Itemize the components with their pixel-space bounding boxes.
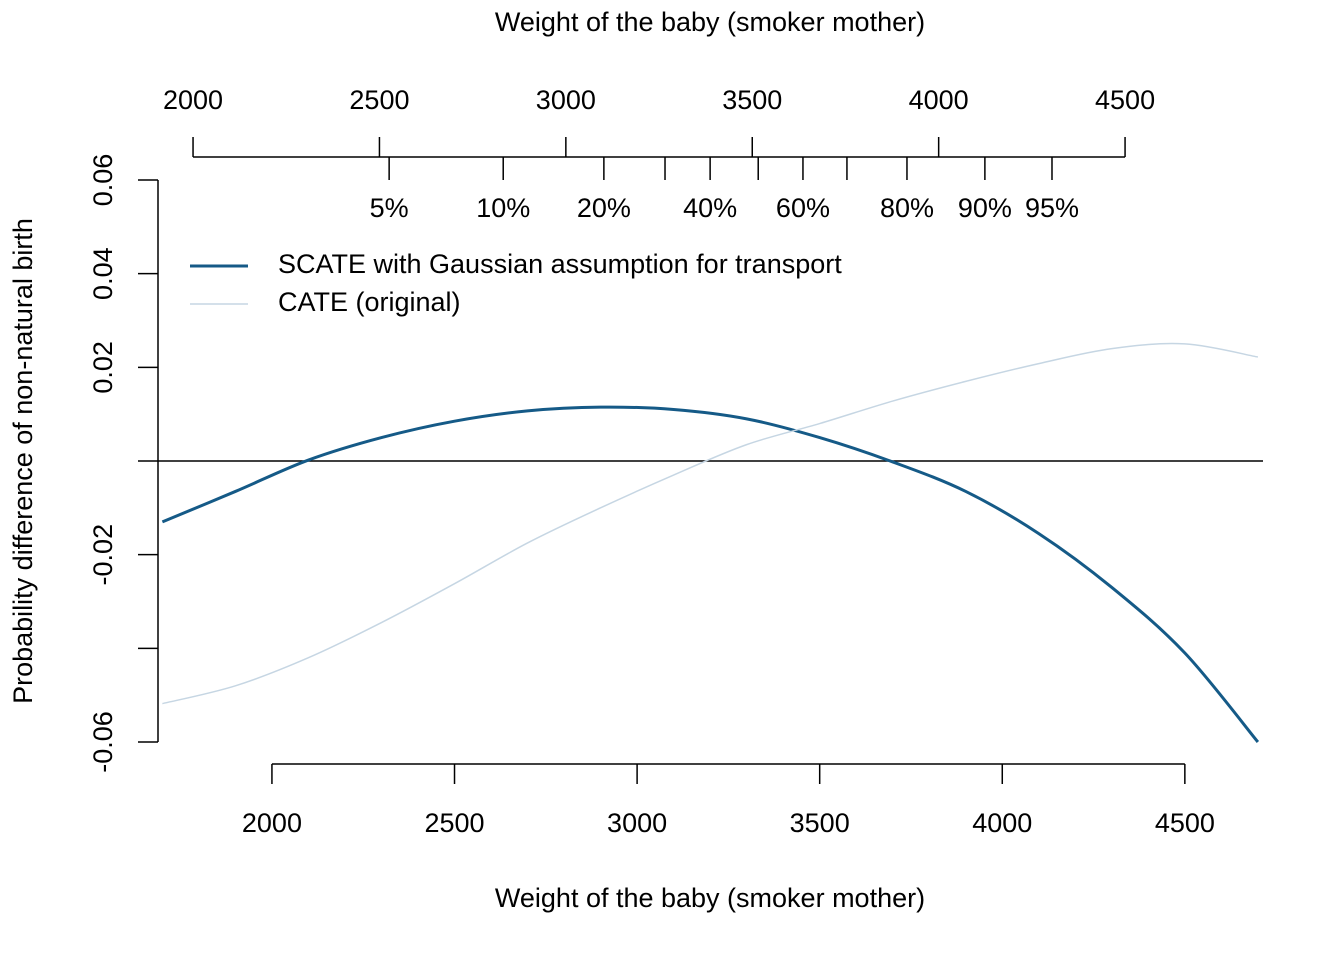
x-tick-label: 4000 bbox=[972, 808, 1032, 838]
quantile-label: 80% bbox=[880, 193, 934, 223]
x-tick-label: 2000 bbox=[242, 808, 302, 838]
x2-tick-label: 2000 bbox=[163, 85, 223, 115]
quantile-label: 10% bbox=[476, 193, 530, 223]
x-tick-label: 3500 bbox=[790, 808, 850, 838]
quantile-label: 90% bbox=[958, 193, 1012, 223]
x-tick-label: 4500 bbox=[1155, 808, 1215, 838]
x2-axis-title: Weight of the baby (smoker mother) bbox=[495, 7, 925, 37]
x2-tick-label: 2500 bbox=[349, 85, 409, 115]
quantile-label: 60% bbox=[776, 193, 830, 223]
quantile-label: 20% bbox=[577, 193, 631, 223]
x-tick-label: 3000 bbox=[607, 808, 667, 838]
y-tick-label: 0.02 bbox=[88, 341, 118, 394]
quantile-label: 5% bbox=[370, 193, 409, 223]
y-tick-label: -0.06 bbox=[88, 711, 118, 773]
x-tick-label: 2500 bbox=[424, 808, 484, 838]
x2-tick-label: 3500 bbox=[722, 85, 782, 115]
series-line bbox=[162, 342, 1259, 705]
legend-label: SCATE with Gaussian assumption for trans… bbox=[278, 249, 842, 279]
x2-tick-label: 4000 bbox=[909, 85, 969, 115]
x-axis-title: Weight of the baby (smoker mother) bbox=[495, 883, 925, 913]
y-tick-label: 0.04 bbox=[88, 247, 118, 300]
y-tick-label: -0.02 bbox=[88, 524, 118, 586]
legend-label: CATE (original) bbox=[278, 287, 461, 317]
x2-tick-label: 4500 bbox=[1095, 85, 1155, 115]
y-axis-title: Probability difference of non-natural bi… bbox=[8, 218, 38, 704]
quantile-label: 40% bbox=[683, 193, 737, 223]
series-line bbox=[161, 405, 1260, 743]
x2-tick-label: 3000 bbox=[536, 85, 596, 115]
y-tick-label: 0.06 bbox=[88, 154, 118, 207]
quantile-label: 95% bbox=[1025, 193, 1079, 223]
